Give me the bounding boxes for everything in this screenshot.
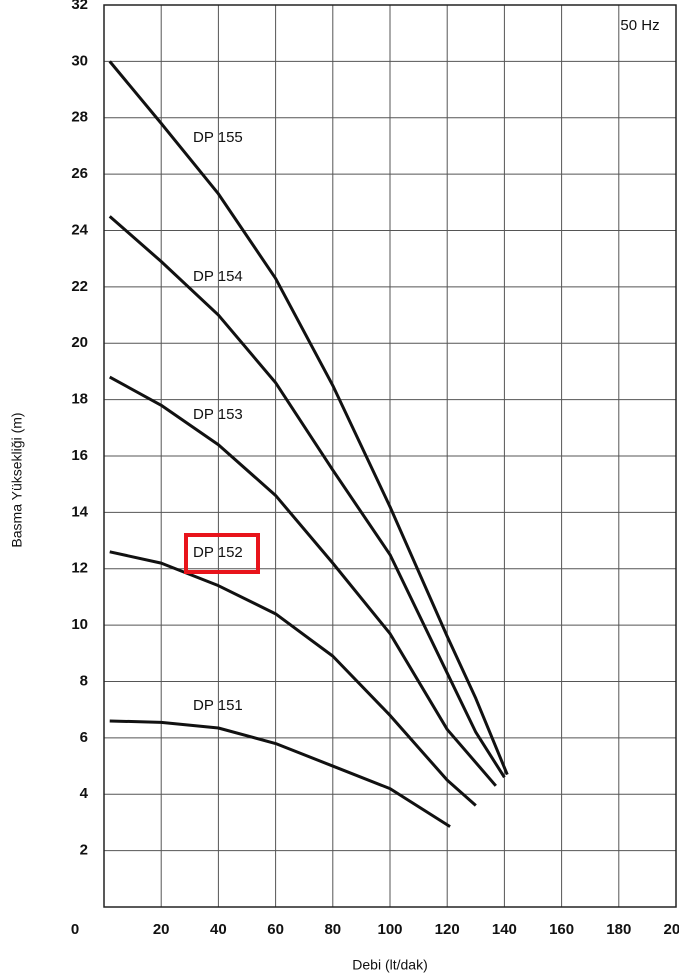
x-tick-label: 100: [377, 921, 402, 938]
x-tick-label: 140: [492, 921, 517, 938]
x-tick-label: 80: [324, 921, 341, 938]
series-label: DP 152: [193, 544, 243, 561]
y-tick-label: 24: [71, 221, 88, 238]
plot-frame: [103, 4, 677, 908]
series-line: [108, 375, 497, 787]
x-tick-label: 200: [663, 921, 679, 938]
x-tick-label: 160: [549, 921, 574, 938]
x-tick-label: 20: [153, 921, 170, 938]
series-line: [108, 60, 509, 776]
y-tick-label: 4: [80, 785, 89, 802]
annotation: 50 Hz: [620, 17, 659, 34]
series-label: DP 154: [193, 268, 243, 285]
y-tick-label: 18: [71, 391, 88, 408]
x-tick-label: 60: [267, 921, 284, 938]
y-tick-label: 8: [80, 672, 88, 689]
x-tick-label: 120: [435, 921, 460, 938]
y-tick-label: 6: [80, 729, 88, 746]
y-tick-label: 32: [71, 0, 88, 13]
y-tick-label: 26: [71, 165, 88, 182]
series-label: DP 155: [193, 129, 243, 146]
x-tick-label: 40: [210, 921, 227, 938]
highlight-box: [184, 533, 260, 574]
series-line: [109, 719, 451, 828]
y-tick-label: 30: [71, 52, 88, 69]
y-tick-label: 16: [71, 447, 88, 464]
y-tick-label: 10: [71, 616, 88, 633]
series-line: [109, 550, 477, 807]
y-tick-label: 12: [71, 560, 88, 577]
x-axis-label: Debi (lt/dak): [352, 957, 427, 973]
series-line: [108, 215, 506, 779]
y-tick-label: 22: [71, 278, 88, 295]
series-label: DP 151: [193, 697, 243, 714]
y-axis-label: Basma Yüksekliği (m): [9, 412, 25, 547]
x-tick-label: 180: [606, 921, 631, 938]
series-label: DP 153: [193, 406, 243, 423]
x-tick-label: 0: [71, 921, 79, 938]
y-tick-label: 2: [80, 842, 88, 859]
y-tick-label: 28: [71, 109, 88, 126]
y-tick-label: 14: [71, 503, 88, 520]
y-tick-label: 20: [71, 334, 88, 351]
